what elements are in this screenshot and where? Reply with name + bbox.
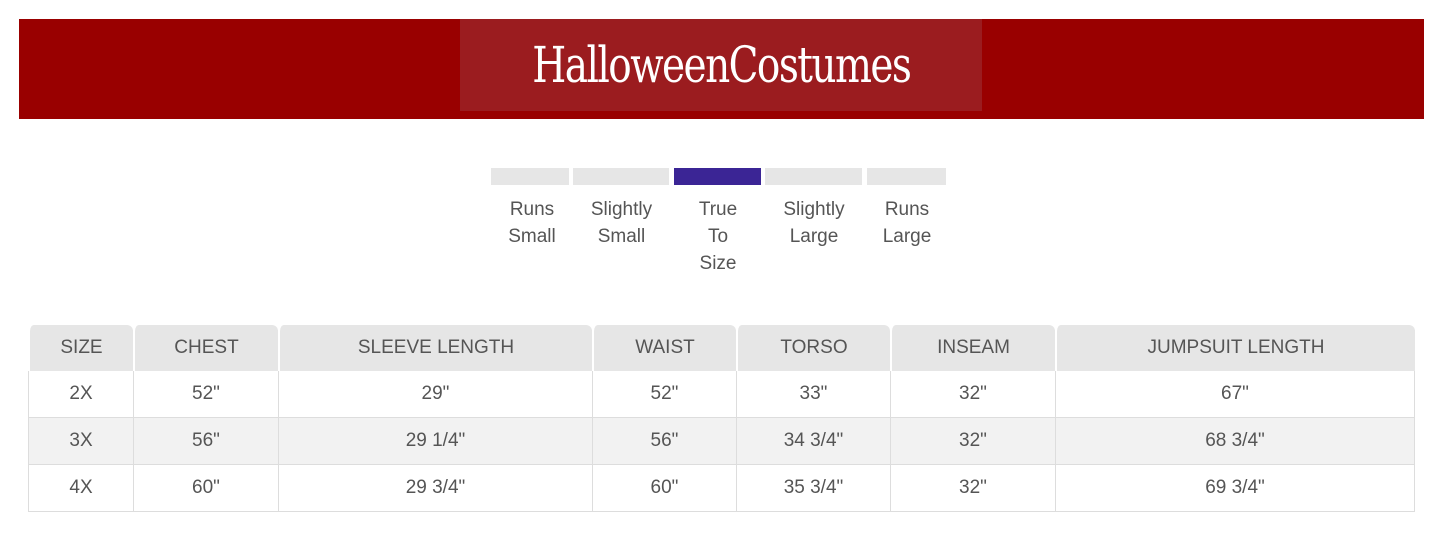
column-header: INSEAM <box>890 325 1055 371</box>
fit-label: Slightly Small <box>590 199 653 247</box>
table-cell: 29 1/4" <box>278 418 592 465</box>
table-cell: 32" <box>890 371 1055 418</box>
table-cell: 29" <box>278 371 592 418</box>
table-cell: 35 3/4" <box>736 465 890 512</box>
table-cell: 2X <box>28 371 133 418</box>
fit-segment <box>491 168 569 185</box>
column-header: WAIST <box>592 325 736 371</box>
fit-label: Runs Small <box>508 199 556 247</box>
table-row: 2X 52" 29" 52" 33" 32" 67" <box>28 371 1415 418</box>
table-cell: 32" <box>890 465 1055 512</box>
table-cell: 52" <box>592 371 736 418</box>
fit-label: Slightly Large <box>783 199 845 247</box>
table-cell: 56" <box>592 418 736 465</box>
table-cell: 34 3/4" <box>736 418 890 465</box>
table-cell: 52" <box>133 371 278 418</box>
column-header: JUMPSUIT LENGTH <box>1055 325 1415 371</box>
table-row: 4X 60" 29 3/4" 60" 35 3/4" 32" 69 3/4" <box>28 465 1415 512</box>
table-cell: 3X <box>28 418 133 465</box>
table-cell: 60" <box>592 465 736 512</box>
table-cell: 56" <box>133 418 278 465</box>
table-cell: 4X <box>28 465 133 512</box>
column-header: SIZE <box>28 325 133 371</box>
fit-segment <box>573 168 669 185</box>
table-cell: 32" <box>890 418 1055 465</box>
fit-label: True To Size <box>698 199 738 274</box>
column-header: CHEST <box>133 325 278 371</box>
fit-segment-selected <box>674 168 761 185</box>
column-header: TORSO <box>736 325 890 371</box>
table-cell: 33" <box>736 371 890 418</box>
header-banner: HalloweenCostumes <box>19 19 1424 119</box>
logo[interactable]: HalloweenCostumes <box>460 19 982 111</box>
fit-segment <box>765 168 862 185</box>
fit-label: Runs Large <box>882 199 932 247</box>
size-chart-table: SIZE CHEST SLEEVE LENGTH WAIST TORSO INS… <box>28 325 1415 512</box>
column-header: SLEEVE LENGTH <box>278 325 592 371</box>
table-row: 3X 56" 29 1/4" 56" 34 3/4" 32" 68 3/4" <box>28 418 1415 465</box>
table-cell: 69 3/4" <box>1055 465 1415 512</box>
fit-segment <box>867 168 946 185</box>
table-cell: 60" <box>133 465 278 512</box>
table-cell: 68 3/4" <box>1055 418 1415 465</box>
table-cell: 67" <box>1055 371 1415 418</box>
table-cell: 29 3/4" <box>278 465 592 512</box>
